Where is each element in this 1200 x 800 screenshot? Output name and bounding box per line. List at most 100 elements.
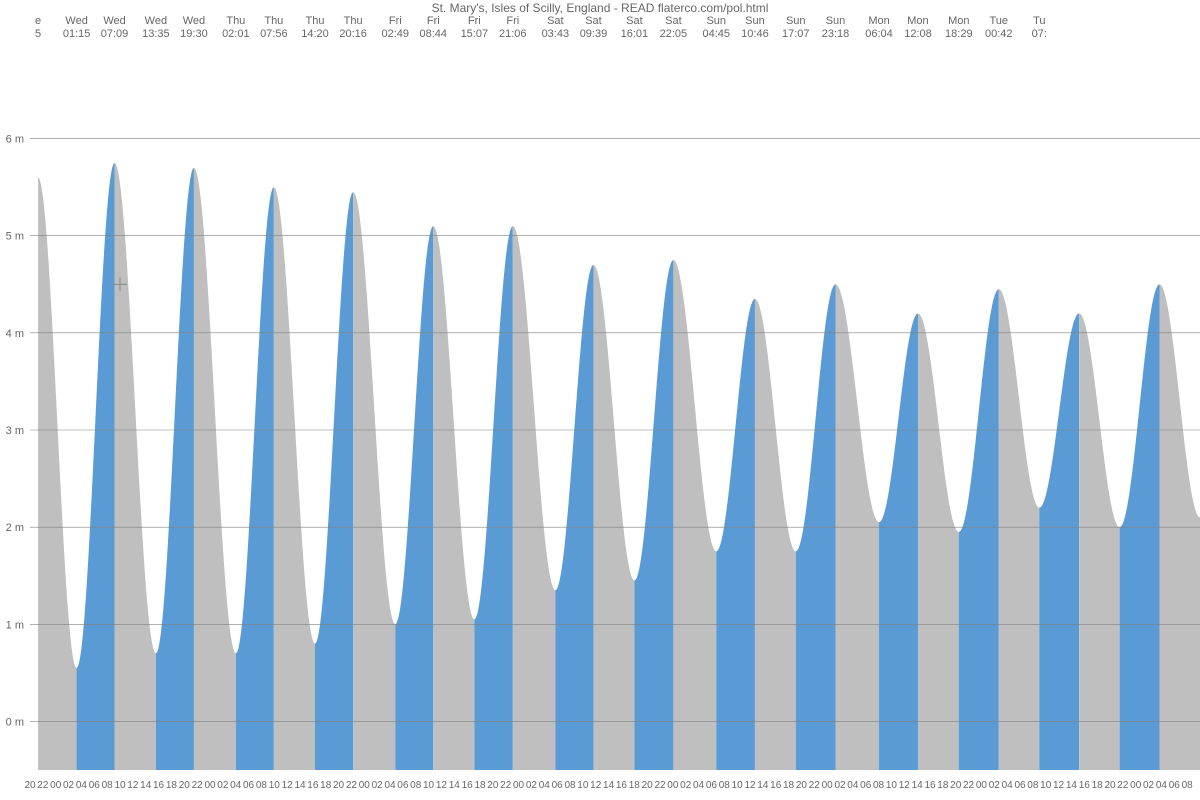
tide-segment [634,260,673,770]
tide-segment [395,226,433,770]
x-tick-label: 22 [809,780,821,791]
tide-chart-svg: 0 m1 m2 m3 m4 m5 m6 mSt. Mary's, Isles o… [0,0,1200,800]
y-tick-label: 4 m [6,328,24,340]
top-labels: e5Wed01:15Wed07:09Wed13:35Wed19:30Thu02:… [35,15,1047,40]
x-tick-label: 06 [243,780,255,791]
x-tick-label: 02 [1143,780,1155,791]
top-time-label: 06:04 [865,28,893,40]
y-tick-label: 5 m [6,231,24,243]
x-tick-label: 00 [513,780,525,791]
tide-segment [879,313,918,770]
x-tick-label: 16 [307,780,319,791]
tide-segment [38,177,77,770]
x-tick-label: 12 [127,780,139,791]
tide-segment [315,192,353,770]
top-day-label: e [35,15,41,27]
x-tick-label: 06 [860,780,872,791]
x-tick-label: 10 [269,780,281,791]
x-tick-label: 00 [1130,780,1142,791]
tide-segment [1039,313,1079,770]
top-time-label: 18:29 [945,28,973,40]
x-tick-label: 16 [616,780,628,791]
top-time-label: 19:30 [180,28,208,40]
x-tick-label: 20 [1104,780,1116,791]
x-tick-label: 16 [770,780,782,791]
top-time-label: 21:06 [499,28,527,40]
top-day-label: Sun [826,15,846,27]
x-tick-label: 14 [294,780,306,791]
x-tick-label: 20 [179,780,191,791]
top-day-label: Fri [427,15,440,27]
x-tick-label: 10 [423,780,435,791]
x-tick-label: 10 [732,780,744,791]
top-time-label: 03:43 [542,28,570,40]
top-time-label: 08:44 [419,28,447,40]
x-tick-label: 06 [552,780,564,791]
x-tick-label: 20 [333,780,345,791]
top-time-label: 10:46 [741,28,769,40]
x-tick-label: 12 [899,780,911,791]
top-day-label: Thu [264,15,283,27]
top-time-label: 00:42 [985,28,1013,40]
x-tick-label: 16 [462,780,474,791]
x-tick-label: 00 [359,780,371,791]
x-tick-label: 10 [886,780,898,791]
y-tick-label: 3 m [6,425,24,437]
top-day-label: Thu [305,15,324,27]
tide-segment [274,187,315,770]
tide-segment [959,289,999,770]
x-tick-label: 14 [912,780,924,791]
top-time-label: 09:39 [580,28,608,40]
top-day-label: Tue [990,15,1009,27]
top-day-label: Wed [103,15,125,27]
top-day-label: Fri [389,15,402,27]
tide-segment [918,313,959,770]
top-day-label: Thu [226,15,245,27]
x-tick-label: 02 [834,780,846,791]
x-tick-label: 12 [744,780,756,791]
x-tick-label: 22 [654,780,666,791]
top-time-label: 07:09 [101,28,129,40]
x-tick-label: 22 [37,780,49,791]
x-tick-label: 06 [89,780,101,791]
top-time-label: 04:45 [702,28,730,40]
x-tick-label: 18 [937,780,949,791]
top-day-label: Thu [344,15,363,27]
top-day-label: Tu [1033,15,1045,27]
x-tick-label: 12 [590,780,602,791]
x-tick-label: 08 [873,780,885,791]
x-tick-label: 00 [976,780,988,791]
x-tick-label: 08 [1182,780,1194,791]
x-tick-label: 08 [256,780,268,791]
x-tick-label: 14 [603,780,615,791]
x-tick-label: 08 [102,780,114,791]
x-tick-label: 18 [166,780,178,791]
x-tick-label: 08 [719,780,731,791]
tide-segment [115,163,156,770]
x-tick-label: 22 [500,780,512,791]
x-tick-label: 04 [384,780,396,791]
chart-title: St. Mary's, Isles of Scilly, England - R… [432,1,769,15]
y-tick-label: 6 m [6,134,24,146]
top-time-label: 07: [1032,28,1047,40]
x-tick-label: 02 [526,780,538,791]
bottom-labels: 2022000204060810121416182022000204060810… [24,780,1193,791]
tide-segment [999,289,1040,770]
tide-segment [474,226,512,770]
x-tick-label: 02 [63,780,75,791]
tide-chart: 0 m1 m2 m3 m4 m5 m6 mSt. Mary's, Isles o… [0,0,1200,800]
x-tick-label: 18 [629,780,641,791]
x-tick-label: 08 [564,780,576,791]
x-tick-label: 00 [50,780,62,791]
tide-segment [1079,313,1120,770]
x-tick-label: 02 [372,780,384,791]
tide-segment [673,260,716,770]
top-day-label: Wed [183,15,205,27]
x-tick-label: 00 [204,780,216,791]
x-tick-label: 14 [757,780,769,791]
x-tick-label: 22 [963,780,975,791]
y-tick-label: 2 m [6,522,24,534]
top-day-label: Wed [145,15,167,27]
y-tick-label: 1 m [6,619,24,631]
x-tick-label: 06 [1169,780,1181,791]
